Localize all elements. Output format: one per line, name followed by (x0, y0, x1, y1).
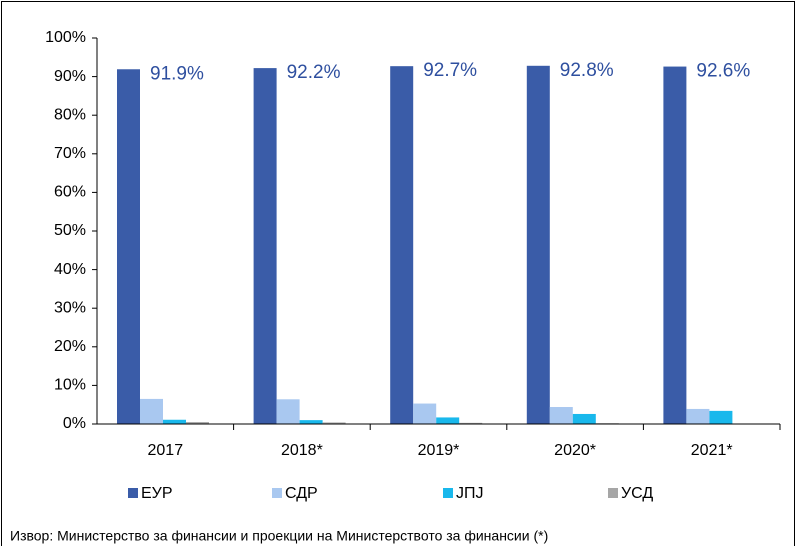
y-tick-label: 0% (63, 415, 86, 432)
y-tick-label: 50% (54, 222, 86, 239)
bar (253, 68, 277, 424)
bar (436, 417, 460, 424)
data-label: 92.8% (560, 60, 614, 81)
legend-label: ЕУР (141, 485, 173, 502)
bar (663, 66, 687, 425)
legend-swatch (443, 488, 453, 498)
bar (140, 398, 163, 424)
data-label: 92.7% (423, 60, 477, 81)
legend-label: ЈПЈ (456, 485, 484, 502)
data-label: 92.2% (287, 62, 341, 83)
data-label: 91.9% (150, 63, 204, 84)
bar (526, 65, 550, 425)
bar (549, 407, 573, 424)
legend-label: УСД (621, 485, 653, 502)
bar (390, 66, 414, 424)
y-tick-label: 10% (54, 377, 86, 394)
data-label: 92.6% (696, 61, 750, 82)
bar (686, 408, 710, 424)
x-tick-label: 2019* (418, 442, 460, 459)
y-tick-label: 20% (54, 338, 86, 355)
legend-label: СДР (285, 485, 318, 502)
bar (117, 69, 140, 425)
bar (299, 420, 323, 424)
y-tick-label: 80% (54, 106, 86, 123)
bar (572, 413, 596, 424)
y-tick-label: 40% (54, 261, 86, 278)
bar (459, 422, 483, 424)
bar (276, 399, 300, 424)
x-tick-label: 2018* (281, 442, 323, 459)
y-tick-label: 30% (54, 299, 86, 316)
y-tick-label: 90% (54, 68, 86, 85)
legend-swatch (128, 488, 138, 498)
x-tick-label: 2020* (554, 442, 596, 459)
bar (709, 410, 733, 424)
y-tick-label: 70% (54, 145, 86, 162)
x-tick-label: 2021* (691, 442, 733, 459)
y-tick-label: 60% (54, 184, 86, 201)
bar (413, 403, 437, 424)
bar (322, 422, 346, 424)
x-tick-label: 2017 (148, 442, 184, 459)
bar (163, 419, 186, 424)
y-tick-label: 100% (45, 29, 86, 46)
bar (186, 422, 209, 424)
legend-swatch (272, 488, 282, 498)
source-note: Извор: Министерство за финансии и проекц… (10, 528, 548, 544)
legend-swatch (608, 488, 618, 498)
